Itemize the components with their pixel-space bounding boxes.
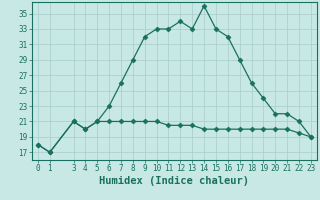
X-axis label: Humidex (Indice chaleur): Humidex (Indice chaleur) — [100, 176, 249, 186]
